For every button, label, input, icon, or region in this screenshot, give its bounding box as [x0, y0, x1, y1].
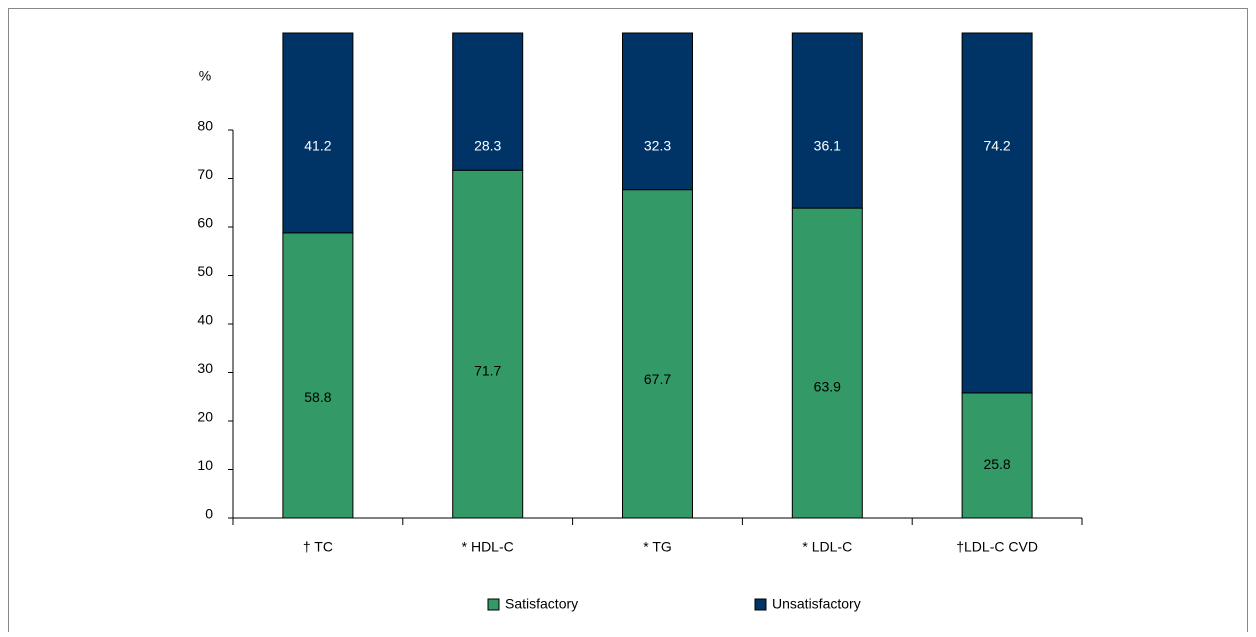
value-label: 25.8	[983, 456, 1010, 472]
y-tick-label: 70	[197, 166, 213, 182]
value-label: 58.8	[304, 389, 331, 405]
frame	[8, 8, 1248, 637]
value-label: 71.7	[474, 363, 501, 379]
value-label: 74.2	[983, 138, 1010, 154]
value-label: 63.9	[814, 379, 841, 395]
bar-segment	[282, 232, 354, 519]
bar-segment	[622, 32, 693, 191]
value-label: 41.2	[304, 138, 331, 154]
value-label: 28.3	[474, 138, 501, 154]
bar-segment	[622, 189, 693, 519]
bar-segment	[791, 207, 863, 519]
legend-swatch	[487, 598, 500, 611]
value-label: 67.7	[644, 371, 671, 387]
y-tick-label: 20	[197, 409, 213, 425]
y-tick-label: 30	[197, 360, 213, 376]
x-tick-label: †LDL-C CVD	[956, 539, 1038, 555]
legend-label: Satisfactory	[505, 596, 578, 612]
x-tick-label: * HDL-C	[462, 539, 514, 555]
y-tick-label: 10	[197, 457, 213, 473]
x-tick-label: † TC	[303, 539, 333, 555]
y-tick-label: 50	[197, 263, 213, 279]
legend-label: Unsatisfactory	[772, 596, 861, 612]
y-tick-label: 0	[205, 506, 213, 522]
y-tick-label: 60	[197, 215, 213, 231]
y-tick-label: 80	[197, 118, 213, 134]
y-tick-label: 40	[197, 312, 213, 328]
value-label: 32.3	[644, 138, 671, 154]
x-tick-label: * TG	[643, 539, 672, 555]
bar-segment	[452, 169, 524, 519]
bar-segment	[452, 32, 524, 171]
legend-swatch	[754, 598, 767, 611]
bar-segment	[791, 32, 863, 209]
bar-segment	[282, 32, 354, 234]
x-tick-label: * LDL-C	[802, 539, 852, 555]
value-label: 36.1	[814, 138, 841, 154]
y-axis-label: %	[199, 68, 211, 84]
bar-segment	[961, 32, 1033, 394]
